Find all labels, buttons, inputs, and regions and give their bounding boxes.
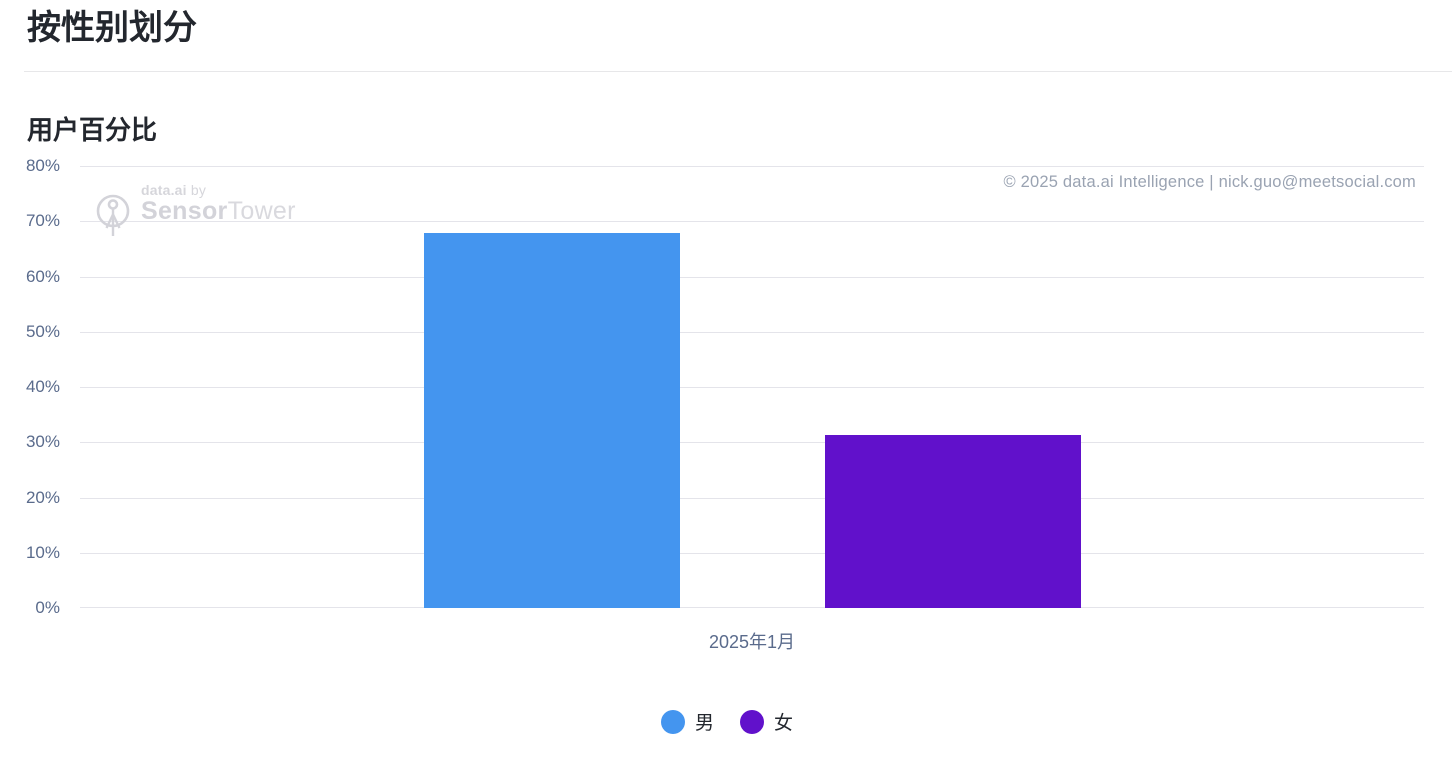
- gridline: [80, 607, 1424, 608]
- legend-marker-icon: [740, 709, 764, 734]
- y-tick-label: 10%: [25, 543, 60, 562]
- gender-bar-chart: data.ai by SensorTower © 2025 data.ai In…: [0, 150, 1454, 768]
- y-tick-label: 70%: [25, 211, 60, 230]
- y-tick-label: 30%: [25, 432, 60, 451]
- y-tick-label: 20%: [25, 488, 60, 507]
- chart-subtitle: 用户百分比: [27, 115, 158, 145]
- bar-男[interactable]: [424, 233, 680, 608]
- header-divider: [24, 71, 1452, 72]
- gridline: [80, 442, 1424, 443]
- bar-女[interactable]: [825, 435, 1081, 608]
- legend-marker-icon: [660, 709, 685, 734]
- copyright-text: © 2025 data.ai Intelligence | nick.guo@m…: [1003, 173, 1416, 191]
- gridline: [80, 387, 1424, 388]
- y-tick-label: 40%: [25, 377, 60, 396]
- y-tick-label: 80%: [25, 156, 60, 175]
- gridline: [80, 553, 1424, 554]
- y-tick-label: 50%: [25, 322, 60, 341]
- plot-area: 0% 10% 20% 30% 40% 50% 60% 70% 80%: [26, 156, 1424, 617]
- x-axis-label: 2025年1月: [708, 632, 796, 652]
- gridline: [80, 332, 1424, 333]
- gridline: [80, 221, 1424, 222]
- legend-label: 女: [774, 713, 794, 734]
- y-tick-label: 0%: [35, 598, 60, 617]
- legend: 男女: [0, 708, 1454, 735]
- gridline: [80, 498, 1424, 499]
- gridline: [80, 166, 1424, 167]
- gridline: [80, 277, 1424, 278]
- legend-item-男[interactable]: 男: [660, 708, 714, 735]
- legend-label: 男: [694, 713, 714, 734]
- page-title: 按性别划分: [27, 9, 197, 47]
- legend-item-女[interactable]: 女: [740, 708, 793, 735]
- y-tick-label: 60%: [25, 267, 60, 286]
